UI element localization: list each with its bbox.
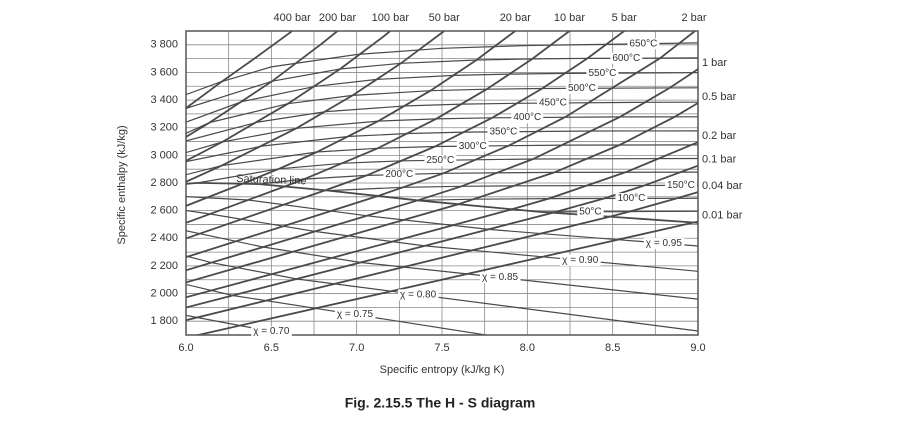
- series-label: 50°C: [579, 206, 601, 217]
- series-label: 100°C: [617, 193, 645, 204]
- x-tick-label: 8.0: [520, 342, 535, 354]
- curve: [540, 210, 698, 213]
- y-tick-label: 2 600: [150, 205, 178, 217]
- series-label: χ = 0.70: [253, 326, 290, 337]
- series-label: 450°C: [539, 98, 567, 109]
- series-label: 200 bar: [319, 12, 357, 24]
- curve: [186, 57, 698, 109]
- label-background: [479, 272, 521, 284]
- y-tick-label: 3 800: [150, 39, 178, 51]
- curve: [186, 116, 698, 154]
- y-tick-label: 2 800: [150, 177, 178, 189]
- series-label: Saturation line: [236, 173, 307, 187]
- label-background: [577, 206, 604, 218]
- label-background: [643, 237, 685, 249]
- label-background: [615, 193, 648, 205]
- curve: [197, 157, 698, 184]
- y-axis-label: Specific enthalpy (kJ/kg): [116, 125, 128, 244]
- curve: [186, 72, 698, 123]
- series-label: 200°C: [385, 169, 413, 180]
- series-label: 250°C: [426, 155, 454, 166]
- label-background: [251, 326, 292, 338]
- label-background: [511, 112, 544, 124]
- series-label: 550°C: [588, 68, 616, 79]
- series-label: 0.01 bar: [702, 210, 743, 222]
- curve: [186, 144, 698, 176]
- label-background: [565, 82, 598, 94]
- curve: [186, 130, 698, 163]
- x-tick-label: 6.5: [264, 342, 279, 354]
- series-label: 0.5 bar: [702, 91, 737, 103]
- series-label: 2 bar: [681, 12, 706, 24]
- series-label: 0.2 bar: [702, 130, 737, 142]
- y-tick-label: 3 200: [150, 122, 178, 134]
- curve: [186, 314, 293, 335]
- y-tick-label: 3 600: [150, 66, 178, 78]
- series-label: χ = 0.85: [482, 272, 519, 283]
- y-tick-label: 3 400: [150, 94, 178, 106]
- series-label: 0.1 bar: [702, 154, 737, 166]
- series-label: 5 bar: [612, 12, 637, 24]
- series-label: 0.04 bar: [702, 180, 743, 192]
- y-tick-label: 2 000: [150, 287, 178, 299]
- series-label: 300°C: [459, 141, 487, 152]
- series-label: 10 bar: [554, 12, 586, 24]
- label-background: [560, 254, 601, 266]
- label-background: [610, 52, 643, 64]
- label-background: [627, 38, 660, 50]
- series-label: χ = 0.80: [400, 289, 437, 300]
- labels: 6.0 6.5 7.0 7.5 8.0 8.5 9.0 1 800 2 000 2 200 2 40…: [150, 12, 742, 354]
- curve: [186, 255, 698, 332]
- chart-title: Fig. 2.15.5 The H - S diagram: [345, 395, 536, 411]
- curve: [186, 87, 698, 134]
- label-background: [334, 309, 376, 321]
- series-label: 20 bar: [500, 12, 532, 24]
- label-background: [487, 126, 520, 138]
- x-tick-label: 9.0: [690, 342, 705, 354]
- series-label: 400°C: [513, 112, 541, 123]
- label-background: [424, 154, 457, 166]
- series-label: 400 bar: [274, 12, 312, 24]
- series-label: 1 bar: [702, 57, 727, 69]
- series-label: χ = 0.75: [337, 309, 374, 320]
- label-background: [664, 180, 697, 192]
- y-tick-label: 2 200: [150, 260, 178, 272]
- series-label: 500°C: [568, 83, 596, 94]
- curve: [186, 230, 698, 300]
- curve: [186, 42, 698, 96]
- x-tick-label: 6.0: [178, 342, 193, 354]
- y-tick-label: 3 000: [150, 149, 178, 161]
- x-tick-label: 8.5: [605, 342, 620, 354]
- curve: [186, 101, 698, 142]
- series-label: 600°C: [612, 53, 640, 64]
- series-label: χ = 0.90: [562, 255, 599, 266]
- curve: [328, 184, 698, 192]
- label-background: [586, 67, 619, 79]
- series-label: 350°C: [489, 126, 517, 137]
- series-label: 100 bar: [372, 12, 410, 24]
- series-label: 650°C: [629, 38, 657, 49]
- label-background: [383, 169, 416, 181]
- label-background: [398, 289, 439, 301]
- curve: [186, 196, 698, 247]
- curve: [259, 171, 698, 185]
- curves: [186, 31, 698, 335]
- x-tick-label: 7.5: [434, 342, 449, 354]
- curve: [186, 181, 698, 224]
- series-label: 50 bar: [429, 12, 461, 24]
- plot-frame: [185, 30, 699, 336]
- label-background: [456, 140, 489, 152]
- y-tick-label: 2 400: [150, 232, 178, 244]
- series-label: 150°C: [667, 180, 695, 191]
- series-label: χ = 0.95: [646, 238, 683, 249]
- x-axis-label: Specific entropy (kJ/kg K): [380, 364, 505, 376]
- curve: [186, 283, 490, 335]
- curve: [417, 197, 698, 201]
- y-tick-label: 1 800: [150, 315, 178, 327]
- x-tick-label: 7.0: [349, 342, 364, 354]
- label-background: [536, 97, 569, 109]
